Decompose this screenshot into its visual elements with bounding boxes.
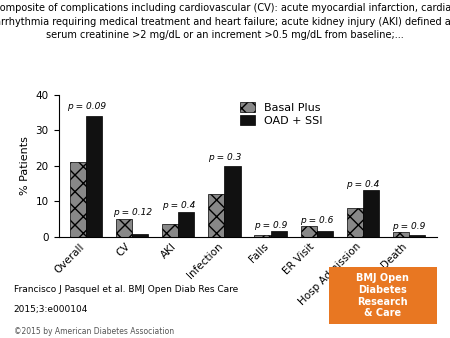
Text: p = 0.9: p = 0.9 xyxy=(392,222,426,231)
Text: p = 0.6: p = 0.6 xyxy=(300,216,333,225)
Text: Francisco J Pasquel et al. BMJ Open Diab Res Care: Francisco J Pasquel et al. BMJ Open Diab… xyxy=(14,285,238,294)
Bar xyxy=(178,212,194,237)
Text: 2015;3:e000104: 2015;3:e000104 xyxy=(14,305,88,314)
Text: p = 0.3: p = 0.3 xyxy=(208,153,241,162)
Bar xyxy=(132,234,148,237)
Bar xyxy=(86,116,102,237)
Bar xyxy=(208,194,225,237)
Text: p = 0.12: p = 0.12 xyxy=(112,208,152,217)
Bar xyxy=(393,232,409,237)
Legend: Basal Plus, OAD + SSI: Basal Plus, OAD + SSI xyxy=(238,100,325,128)
Bar xyxy=(70,162,86,237)
Text: p = 0.09: p = 0.09 xyxy=(67,102,106,111)
Bar xyxy=(317,231,333,237)
Bar xyxy=(346,208,363,237)
Y-axis label: % Patients: % Patients xyxy=(20,136,30,195)
Text: BMJ Open
Diabetes
Research
& Care: BMJ Open Diabetes Research & Care xyxy=(356,273,409,318)
Bar xyxy=(409,235,425,237)
Bar xyxy=(363,191,379,237)
Bar xyxy=(162,224,178,237)
Text: ©2015 by American Diabetes Association: ©2015 by American Diabetes Association xyxy=(14,327,174,336)
Bar xyxy=(116,219,132,237)
Text: p = 0.4: p = 0.4 xyxy=(162,201,195,210)
Text: p = 0.9: p = 0.9 xyxy=(254,221,287,230)
Text: Composite of complications including cardiovascular (CV): acute myocardial infar: Composite of complications including car… xyxy=(0,3,450,40)
Bar xyxy=(254,235,270,237)
Text: p = 0.4: p = 0.4 xyxy=(346,180,379,189)
Bar xyxy=(270,231,287,237)
Bar xyxy=(301,226,317,237)
Bar xyxy=(225,166,241,237)
